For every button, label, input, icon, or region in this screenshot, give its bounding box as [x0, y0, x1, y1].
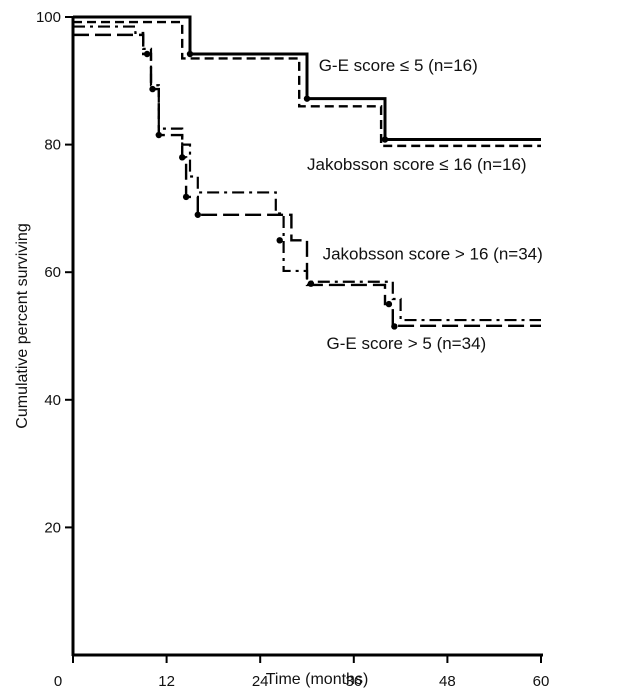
y-axis-title: Cumulative percent surviving [14, 223, 31, 428]
axes [71, 17, 543, 657]
y-tick-label: 40 [44, 392, 61, 409]
x-tick-label: 12 [158, 673, 175, 690]
y-tick-label: 20 [44, 519, 61, 536]
x-tick-label: 0 [54, 673, 62, 690]
censor-marker [179, 154, 186, 161]
series-label: G-E score > 5 (n=34) [327, 334, 487, 353]
series-label: Jakobsson score > 16 (n=34) [323, 244, 543, 263]
censor-marker [149, 85, 156, 93]
y-tick-label: 80 [44, 137, 61, 154]
series-label: Jakobsson score ≤ 16 (n=16) [307, 155, 527, 174]
series-label: G-E score ≤ 5 (n=16) [319, 56, 478, 75]
censor-marker [307, 280, 315, 287]
censor-marker [186, 50, 194, 58]
censor-marker [381, 136, 389, 143]
x-tick-label: 60 [533, 673, 550, 690]
series-line-1 [73, 15, 541, 141]
x-axis-title: Time (months) [266, 671, 369, 688]
series-line-2 [73, 20, 541, 148]
y-tick-label: 100 [36, 9, 61, 26]
x-tick-label: 36 [345, 673, 362, 690]
censor-markers [143, 50, 398, 330]
x-tick-label: 24 [252, 673, 269, 690]
censor-marker [303, 95, 311, 102]
censor-marker [385, 300, 393, 308]
y-tick-label: 60 [44, 264, 61, 281]
x-tick-label: 48 [439, 673, 456, 690]
series-layer [73, 15, 541, 327]
censor-marker [276, 237, 283, 244]
ticks: 0 12 24 36 48 60 20 40 60 80 100 [36, 9, 549, 690]
series-line-4 [73, 33, 541, 327]
censor-marker [155, 131, 162, 139]
censor-marker [182, 193, 190, 201]
series-annotations: G-E score ≤ 5 (n=16) Jakobsson score ≤ 16… [307, 56, 543, 353]
censor-marker [194, 211, 201, 218]
censor-marker [391, 323, 398, 330]
censor-marker [143, 50, 151, 58]
